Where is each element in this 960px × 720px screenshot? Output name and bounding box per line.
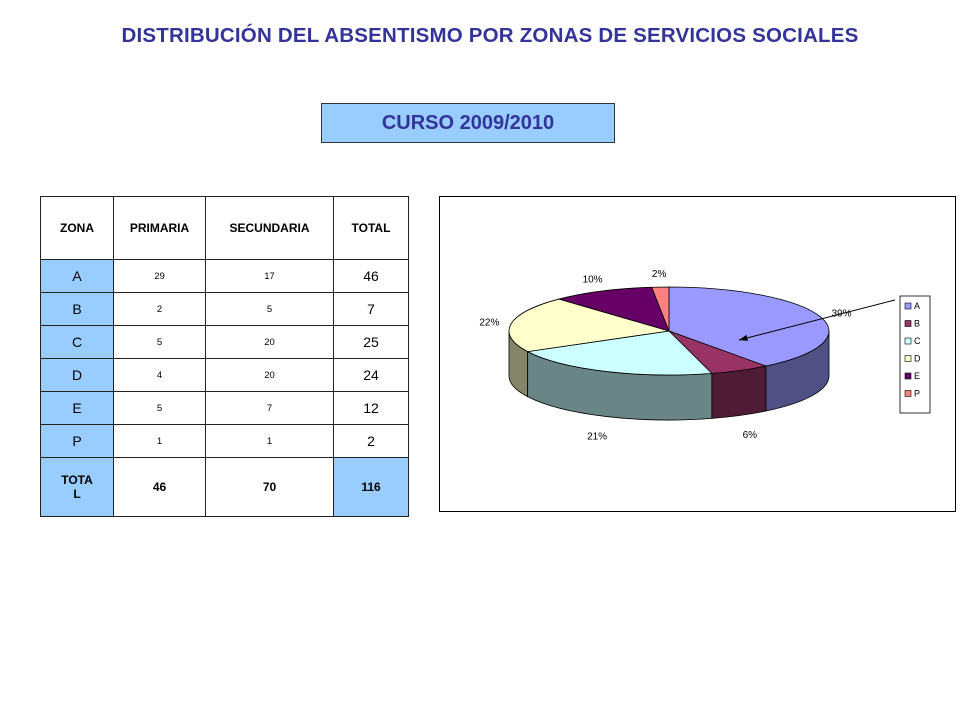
total-cell: 46 <box>333 259 409 293</box>
primaria-cell: 5 <box>113 391 206 425</box>
pie-slice-P <box>651 286 670 332</box>
header-primaria: PRIMARIA <box>113 196 206 260</box>
pie-slice-C <box>526 330 713 376</box>
primaria-cell: 4 <box>113 358 206 392</box>
legend-swatch-B <box>904 320 912 327</box>
header-total: TOTAL <box>333 196 409 260</box>
table-row: E 5 7 12 <box>40 391 409 425</box>
legend-entry-D: D <box>914 354 921 364</box>
course-label: CURSO 2009/2010 <box>321 103 615 143</box>
annotation-arrowhead <box>739 334 748 341</box>
legend-entry-P: P <box>914 389 920 399</box>
legend-entry-E: E <box>914 371 920 381</box>
total-cell: 12 <box>333 391 409 425</box>
secundaria-cell: 20 <box>205 358 334 392</box>
table-row: A 29 17 46 <box>40 259 409 293</box>
secundaria-cell: 7 <box>205 391 334 425</box>
legend-swatch-D <box>904 355 912 362</box>
table-header-row: ZONA PRIMARIA SECUNDARIA TOTAL <box>40 196 409 260</box>
zone-cell: E <box>40 391 114 425</box>
table-total-row: TOTA L 46 70 116 <box>40 457 409 517</box>
legend-swatch-E <box>904 372 912 380</box>
total-cell: 7 <box>333 292 409 326</box>
primaria-cell: 29 <box>113 259 206 293</box>
primaria-cell: 1 <box>113 424 206 458</box>
zone-table: ZONA PRIMARIA SECUNDARIA TOTAL A 29 17 4… <box>40 196 409 517</box>
pie-side-B <box>711 365 767 419</box>
primaria-cell: 2 <box>113 292 206 326</box>
zone-cell: A <box>40 259 114 293</box>
grand-total-cell: 116 <box>333 457 409 517</box>
table-row: D 4 20 24 <box>40 358 409 392</box>
pie-slice-A <box>668 286 830 367</box>
data-label-D: 22% <box>479 318 499 329</box>
table-row: C 5 20 25 <box>40 325 409 359</box>
total-cell: 24 <box>333 358 409 392</box>
total-primaria-cell: 46 <box>113 457 206 517</box>
secundaria-cell: 17 <box>205 259 334 293</box>
legend-entry-B: B <box>914 319 920 329</box>
pie-slice-D <box>508 298 670 353</box>
legend-swatch-P <box>904 390 912 397</box>
pie-slice-E <box>557 286 670 332</box>
table-row: P 1 1 2 <box>40 424 409 458</box>
table-row: B 2 5 7 <box>40 292 409 326</box>
zone-cell: P <box>40 424 114 458</box>
data-label-C: 21% <box>587 431 607 442</box>
legend-entry-A: A <box>914 301 920 311</box>
total-label-cell: TOTA L <box>40 457 114 517</box>
zone-cell: B <box>40 292 114 326</box>
total-cell: 2 <box>333 424 409 458</box>
header-secundaria: SECUNDARIA <box>205 196 334 260</box>
secundaria-cell: 1 <box>205 424 334 458</box>
annotation-arrow <box>738 299 896 341</box>
legend-swatch-A <box>904 302 912 310</box>
total-secundaria-cell: 70 <box>205 457 334 517</box>
secundaria-cell: 20 <box>205 325 334 359</box>
secundaria-cell: 5 <box>205 292 334 326</box>
data-label-E: 10% <box>583 274 603 285</box>
primaria-cell: 5 <box>113 325 206 359</box>
legend-entry-C: C <box>914 336 921 346</box>
data-label-P: 2% <box>652 269 667 280</box>
page-title: DISTRIBUCIÓN DEL ABSENTISMO POR ZONAS DE… <box>121 24 859 47</box>
total-cell: 25 <box>333 325 409 359</box>
data-label-B: 6% <box>743 430 758 441</box>
header-zona: ZONA <box>40 196 114 260</box>
zone-cell: C <box>40 325 114 359</box>
legend-swatch-C <box>904 337 912 345</box>
zone-cell: D <box>40 358 114 392</box>
